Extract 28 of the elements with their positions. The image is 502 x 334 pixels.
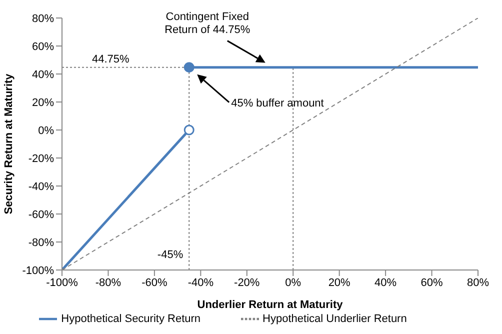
y-tick-label: -20% [28,152,54,165]
y-tick-label: -80% [28,236,54,249]
y-tick-label: 40% [32,68,54,81]
y-tick-label: -40% [28,180,54,193]
x-tick-label: 80% [466,276,490,289]
y-tick-label: 0% [38,124,54,137]
y-tick-label: 20% [32,96,54,109]
ref-line-label: 44.75% [92,53,130,66]
x-tick-label: 40% [374,276,397,289]
ref-line-label: -45% [157,249,184,261]
x-tick-label: -40% [188,276,214,289]
x-tick-label: 60% [420,276,443,289]
x-tick-label: -60% [142,276,168,289]
y-tick-label: -60% [28,208,54,221]
y-tick-label: 80% [32,12,54,25]
annotation: 45% buffer amount [231,97,324,110]
y-axis-title: Security Return at Maturity [2,72,15,214]
legend-label: Hypothetical Security Return [61,313,201,325]
x-tick-label: -100% [46,276,78,289]
annotation: Contingent Fixed Return of 44.75% [164,10,250,36]
x-axis-title: Underlier Return at Maturity [197,299,344,311]
x-tick-label: 0% [285,276,302,289]
x-tick-label: 20% [328,276,351,289]
legend-label: Hypothetical Underlier Return [262,313,407,325]
y-tick-label: 60% [32,40,54,53]
x-tick-label: -20% [234,276,260,289]
y-tick-label: -100% [22,264,54,277]
x-tick-label: -80% [95,276,122,289]
